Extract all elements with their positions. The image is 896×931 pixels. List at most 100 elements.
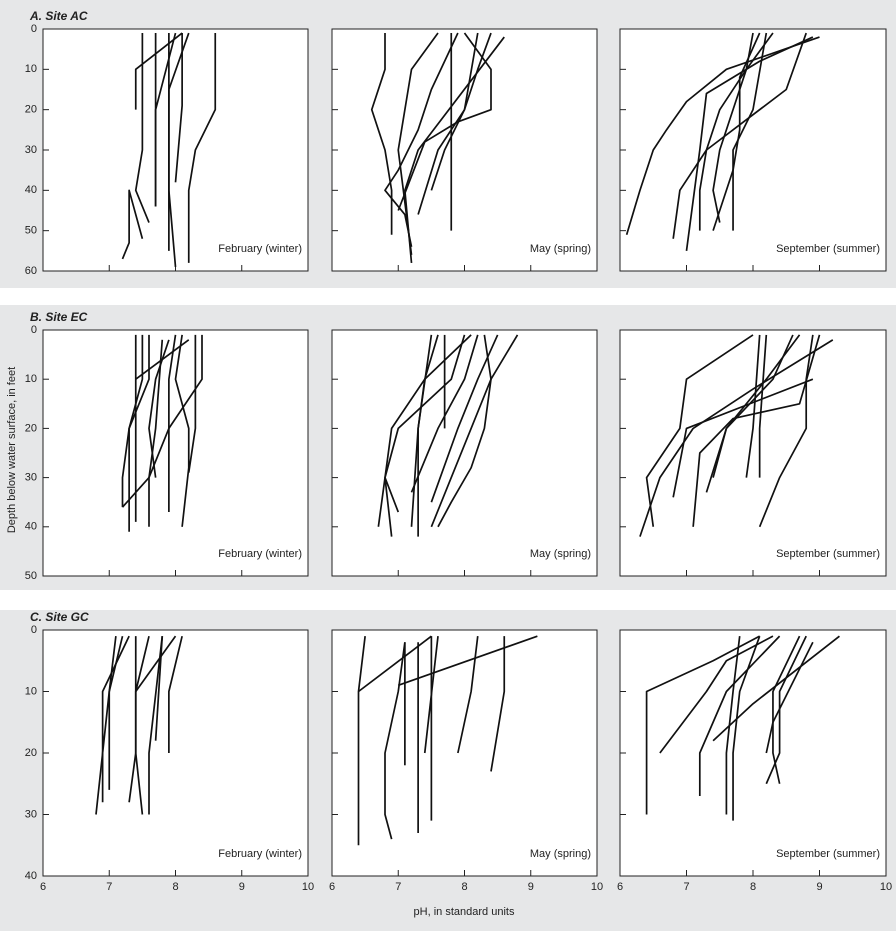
x-tick-label: 7 xyxy=(106,881,112,893)
x-tick-label: 10 xyxy=(302,881,314,893)
profile-line xyxy=(168,32,190,268)
season-label: September (summer) xyxy=(776,848,880,860)
season-label: May (spring) xyxy=(530,848,591,860)
profile-line xyxy=(134,32,183,110)
profile-line xyxy=(672,32,774,239)
y-tick-label: 0 xyxy=(31,324,37,336)
x-tick-label: 9 xyxy=(528,881,534,893)
y-tick-label: 50 xyxy=(25,570,37,582)
season-label: May (spring) xyxy=(530,548,591,560)
profile-line xyxy=(174,33,183,183)
profile-line xyxy=(148,339,164,527)
profile-line xyxy=(645,635,761,815)
profile-line xyxy=(95,635,130,815)
profile-line xyxy=(698,635,781,797)
x-tick-label: 9 xyxy=(239,881,245,893)
profile-line xyxy=(765,635,807,785)
y-tick-label: 60 xyxy=(25,265,37,277)
profile-line xyxy=(135,339,190,380)
profile-line xyxy=(417,334,472,537)
x-tick-label: 6 xyxy=(40,881,46,893)
profile-line xyxy=(121,334,150,508)
profile-line xyxy=(168,635,183,753)
plot-area xyxy=(331,329,598,577)
y-tick-label: 30 xyxy=(25,144,37,156)
plot-area xyxy=(619,28,887,272)
season-label: May (spring) xyxy=(530,243,591,255)
profile-line xyxy=(457,636,479,754)
x-tick-label: 9 xyxy=(816,881,822,893)
profile-line xyxy=(639,339,834,537)
season-label: September (summer) xyxy=(776,548,880,560)
profile-line xyxy=(732,32,768,231)
profile-line xyxy=(134,33,150,223)
profile-line xyxy=(645,334,754,527)
season-label: February (winter) xyxy=(218,848,302,860)
profile-line xyxy=(712,32,761,231)
profile-line xyxy=(745,334,761,478)
y-tick-label: 40 xyxy=(25,870,37,882)
profile-line xyxy=(174,334,190,527)
profile-line xyxy=(357,635,432,693)
profile-line xyxy=(128,334,144,532)
panel-title: A. Site AC xyxy=(29,9,88,23)
y-tick-label: 0 xyxy=(31,624,37,636)
x-tick-label: 10 xyxy=(591,881,603,893)
profile-line xyxy=(154,636,164,741)
panel-title: C. Site GC xyxy=(30,610,89,624)
profile-line xyxy=(148,636,164,815)
profile-line xyxy=(384,32,459,247)
season-label: February (winter) xyxy=(218,548,302,560)
profile-line xyxy=(758,334,768,478)
plot-area xyxy=(331,629,598,877)
y-tick-label: 20 xyxy=(25,104,37,116)
y-tick-label: 40 xyxy=(25,184,37,196)
profile-line xyxy=(672,378,814,498)
profile-line xyxy=(625,36,820,235)
y-tick-label: 40 xyxy=(25,521,37,533)
profile-line xyxy=(430,32,479,191)
x-tick-label: 7 xyxy=(683,881,689,893)
profile-line xyxy=(712,334,801,478)
y-tick-label: 0 xyxy=(31,23,37,35)
plot-area xyxy=(619,629,887,877)
profile-line xyxy=(397,32,439,255)
y-tick-label: 10 xyxy=(25,685,37,697)
profile-line xyxy=(168,334,177,513)
y-tick-label: 20 xyxy=(25,422,37,434)
profile-line xyxy=(659,635,774,754)
season-label: February (winter) xyxy=(218,243,302,255)
profile-line xyxy=(430,334,492,528)
profile-line xyxy=(712,32,754,223)
profile-line xyxy=(135,635,177,692)
x-tick-label: 10 xyxy=(880,881,892,893)
plot-area xyxy=(42,329,309,577)
profile-line xyxy=(410,334,479,493)
profile-line xyxy=(490,636,506,772)
profile-line xyxy=(377,334,439,527)
profile-line xyxy=(121,189,144,260)
y-axis-label: Depth below water surface, in feet xyxy=(6,367,18,533)
profile-line xyxy=(134,635,150,815)
profile-line xyxy=(423,636,439,754)
y-tick-label: 30 xyxy=(25,472,37,484)
profile-line xyxy=(685,36,814,251)
profile-line xyxy=(437,334,519,528)
y-tick-label: 10 xyxy=(25,63,37,75)
profile-line xyxy=(384,642,406,840)
profile-line xyxy=(108,636,117,790)
profile-line xyxy=(397,635,538,687)
profile-line xyxy=(397,32,492,211)
profile-line xyxy=(732,635,761,821)
profile-line xyxy=(384,477,393,537)
x-tick-label: 7 xyxy=(395,881,401,893)
y-tick-label: 30 xyxy=(25,808,37,820)
y-tick-label: 50 xyxy=(25,225,37,237)
season-label: September (summer) xyxy=(776,243,880,255)
panel-title: B. Site EC xyxy=(30,310,88,324)
profile-line xyxy=(404,36,505,264)
y-tick-label: 10 xyxy=(25,373,37,385)
profile-line xyxy=(121,334,203,508)
plot-area xyxy=(619,329,887,577)
x-tick-label: 6 xyxy=(617,881,623,893)
